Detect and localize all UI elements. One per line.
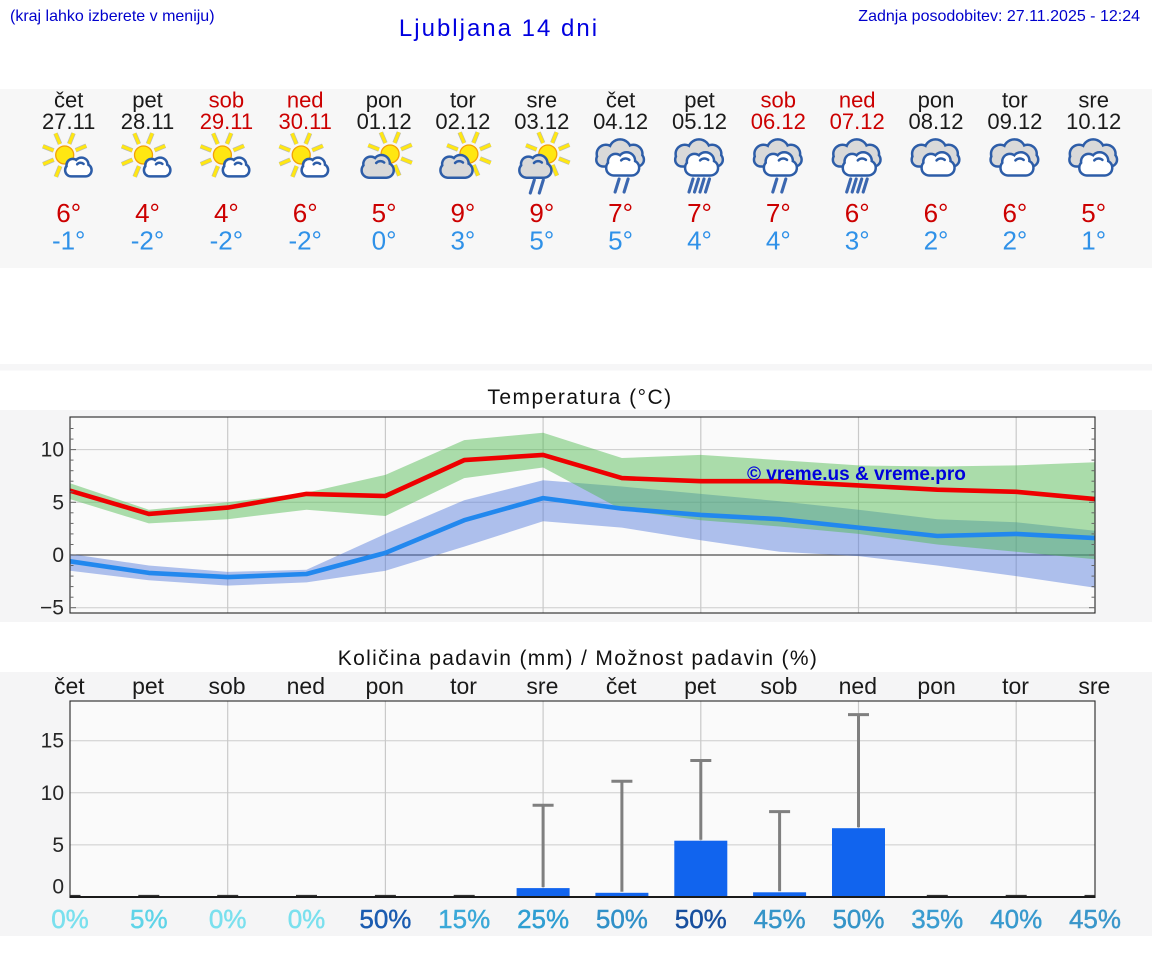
- svg-text:6°: 6°: [924, 198, 949, 228]
- svg-text:4°: 4°: [687, 226, 712, 256]
- svg-text:6°: 6°: [1002, 198, 1027, 228]
- svg-text:40%: 40%: [990, 904, 1042, 934]
- svg-text:09.12: 09.12: [987, 109, 1042, 134]
- svg-text:ned: ned: [839, 673, 877, 699]
- svg-text:Zadnja posodobitev: 27.11.2025: Zadnja posodobitev: 27.11.2025 - 12:24: [858, 8, 1140, 25]
- svg-text:5: 5: [52, 491, 64, 514]
- svg-text:02.12: 02.12: [435, 109, 490, 134]
- svg-text:(kraj lahko izberete v meniju): (kraj lahko izberete v meniju): [10, 8, 215, 25]
- svg-text:50%: 50%: [359, 904, 411, 934]
- svg-text:10.12: 10.12: [1066, 109, 1121, 134]
- svg-text:sre: sre: [527, 88, 558, 113]
- svg-text:sob: sob: [761, 88, 796, 113]
- svg-text:tor: tor: [1002, 673, 1029, 699]
- svg-text:10: 10: [41, 439, 64, 462]
- svg-text:4°: 4°: [766, 226, 791, 256]
- svg-text:-2°: -2°: [288, 226, 322, 256]
- svg-text:−5: −5: [40, 597, 64, 620]
- svg-text:10: 10: [41, 782, 64, 805]
- svg-text:50%: 50%: [596, 904, 648, 934]
- svg-text:0%: 0%: [51, 904, 89, 934]
- svg-text:45%: 45%: [1069, 904, 1121, 934]
- svg-text:28.11: 28.11: [121, 109, 174, 134]
- svg-text:4°: 4°: [214, 198, 239, 228]
- svg-text:06.12: 06.12: [751, 109, 806, 134]
- svg-text:5°: 5°: [1081, 198, 1106, 228]
- svg-text:Ljubljana 14 dni: Ljubljana 14 dni: [399, 15, 599, 42]
- svg-text:pon: pon: [917, 673, 955, 699]
- svg-text:2°: 2°: [1002, 226, 1027, 256]
- svg-text:15%: 15%: [438, 904, 490, 934]
- svg-text:pet: pet: [132, 88, 163, 113]
- svg-text:pet: pet: [132, 673, 165, 699]
- svg-text:pet: pet: [684, 88, 715, 113]
- svg-text:-1°: -1°: [52, 226, 86, 256]
- svg-text:9°: 9°: [450, 198, 475, 228]
- svg-text:čet: čet: [606, 88, 635, 113]
- svg-text:0°: 0°: [372, 226, 397, 256]
- svg-text:4°: 4°: [135, 198, 160, 228]
- svg-text:čet: čet: [606, 673, 637, 699]
- svg-text:sob: sob: [209, 88, 244, 113]
- svg-text:sob: sob: [208, 673, 245, 699]
- svg-text:sre: sre: [1078, 88, 1109, 113]
- svg-text:-2°: -2°: [210, 226, 244, 256]
- svg-text:5°: 5°: [372, 198, 397, 228]
- svg-text:5°: 5°: [529, 226, 554, 256]
- svg-text:pon: pon: [366, 88, 403, 113]
- svg-text:sre: sre: [1078, 673, 1110, 699]
- svg-text:5°: 5°: [608, 226, 633, 256]
- svg-text:1°: 1°: [1081, 226, 1106, 256]
- svg-text:6°: 6°: [293, 198, 318, 228]
- svg-text:08.12: 08.12: [908, 109, 963, 134]
- svg-text:7°: 7°: [766, 198, 791, 228]
- svg-text:čet: čet: [54, 673, 85, 699]
- svg-text:6°: 6°: [845, 198, 870, 228]
- svg-text:35%: 35%: [911, 904, 963, 934]
- svg-text:ned: ned: [287, 88, 324, 113]
- svg-text:45%: 45%: [754, 904, 806, 934]
- svg-text:-2°: -2°: [131, 226, 165, 256]
- svg-text:3°: 3°: [450, 226, 475, 256]
- svg-text:30.11: 30.11: [278, 109, 331, 134]
- svg-text:29.11: 29.11: [200, 109, 253, 134]
- svg-text:50%: 50%: [832, 904, 884, 934]
- svg-text:7°: 7°: [687, 198, 712, 228]
- svg-text:27.11: 27.11: [42, 109, 95, 134]
- svg-text:50%: 50%: [675, 904, 727, 934]
- svg-text:3°: 3°: [845, 226, 870, 256]
- svg-text:© vreme.us & vreme.pro: © vreme.us & vreme.pro: [747, 464, 966, 485]
- svg-text:0%: 0%: [288, 904, 326, 934]
- svg-text:sob: sob: [760, 673, 797, 699]
- svg-text:tor: tor: [450, 673, 477, 699]
- svg-text:2°: 2°: [924, 226, 949, 256]
- svg-text:05.12: 05.12: [672, 109, 727, 134]
- svg-text:15: 15: [41, 730, 64, 753]
- svg-text:9°: 9°: [529, 198, 554, 228]
- svg-text:pet: pet: [684, 673, 717, 699]
- svg-text:pon: pon: [366, 673, 404, 699]
- svg-text:01.12: 01.12: [357, 109, 412, 134]
- svg-text:sre: sre: [526, 673, 558, 699]
- svg-text:Temperatura (°C): Temperatura (°C): [487, 386, 672, 409]
- svg-text:5: 5: [52, 834, 64, 857]
- svg-text:25%: 25%: [517, 904, 569, 934]
- svg-text:Količina padavin (mm) / Možnos: Količina padavin (mm) / Možnost padavin …: [338, 647, 819, 670]
- svg-text:pon: pon: [918, 88, 955, 113]
- svg-text:tor: tor: [450, 88, 476, 113]
- svg-text:5%: 5%: [130, 904, 168, 934]
- svg-text:tor: tor: [1002, 88, 1028, 113]
- svg-text:6°: 6°: [56, 198, 81, 228]
- svg-text:07.12: 07.12: [830, 109, 885, 134]
- svg-text:0: 0: [52, 875, 64, 898]
- svg-text:7°: 7°: [608, 198, 633, 228]
- svg-text:čet: čet: [54, 88, 83, 113]
- svg-text:04.12: 04.12: [593, 109, 648, 134]
- svg-text:ned: ned: [839, 88, 876, 113]
- svg-text:0: 0: [52, 544, 64, 567]
- svg-text:ned: ned: [287, 673, 325, 699]
- svg-text:0%: 0%: [209, 904, 247, 934]
- svg-text:03.12: 03.12: [514, 109, 569, 134]
